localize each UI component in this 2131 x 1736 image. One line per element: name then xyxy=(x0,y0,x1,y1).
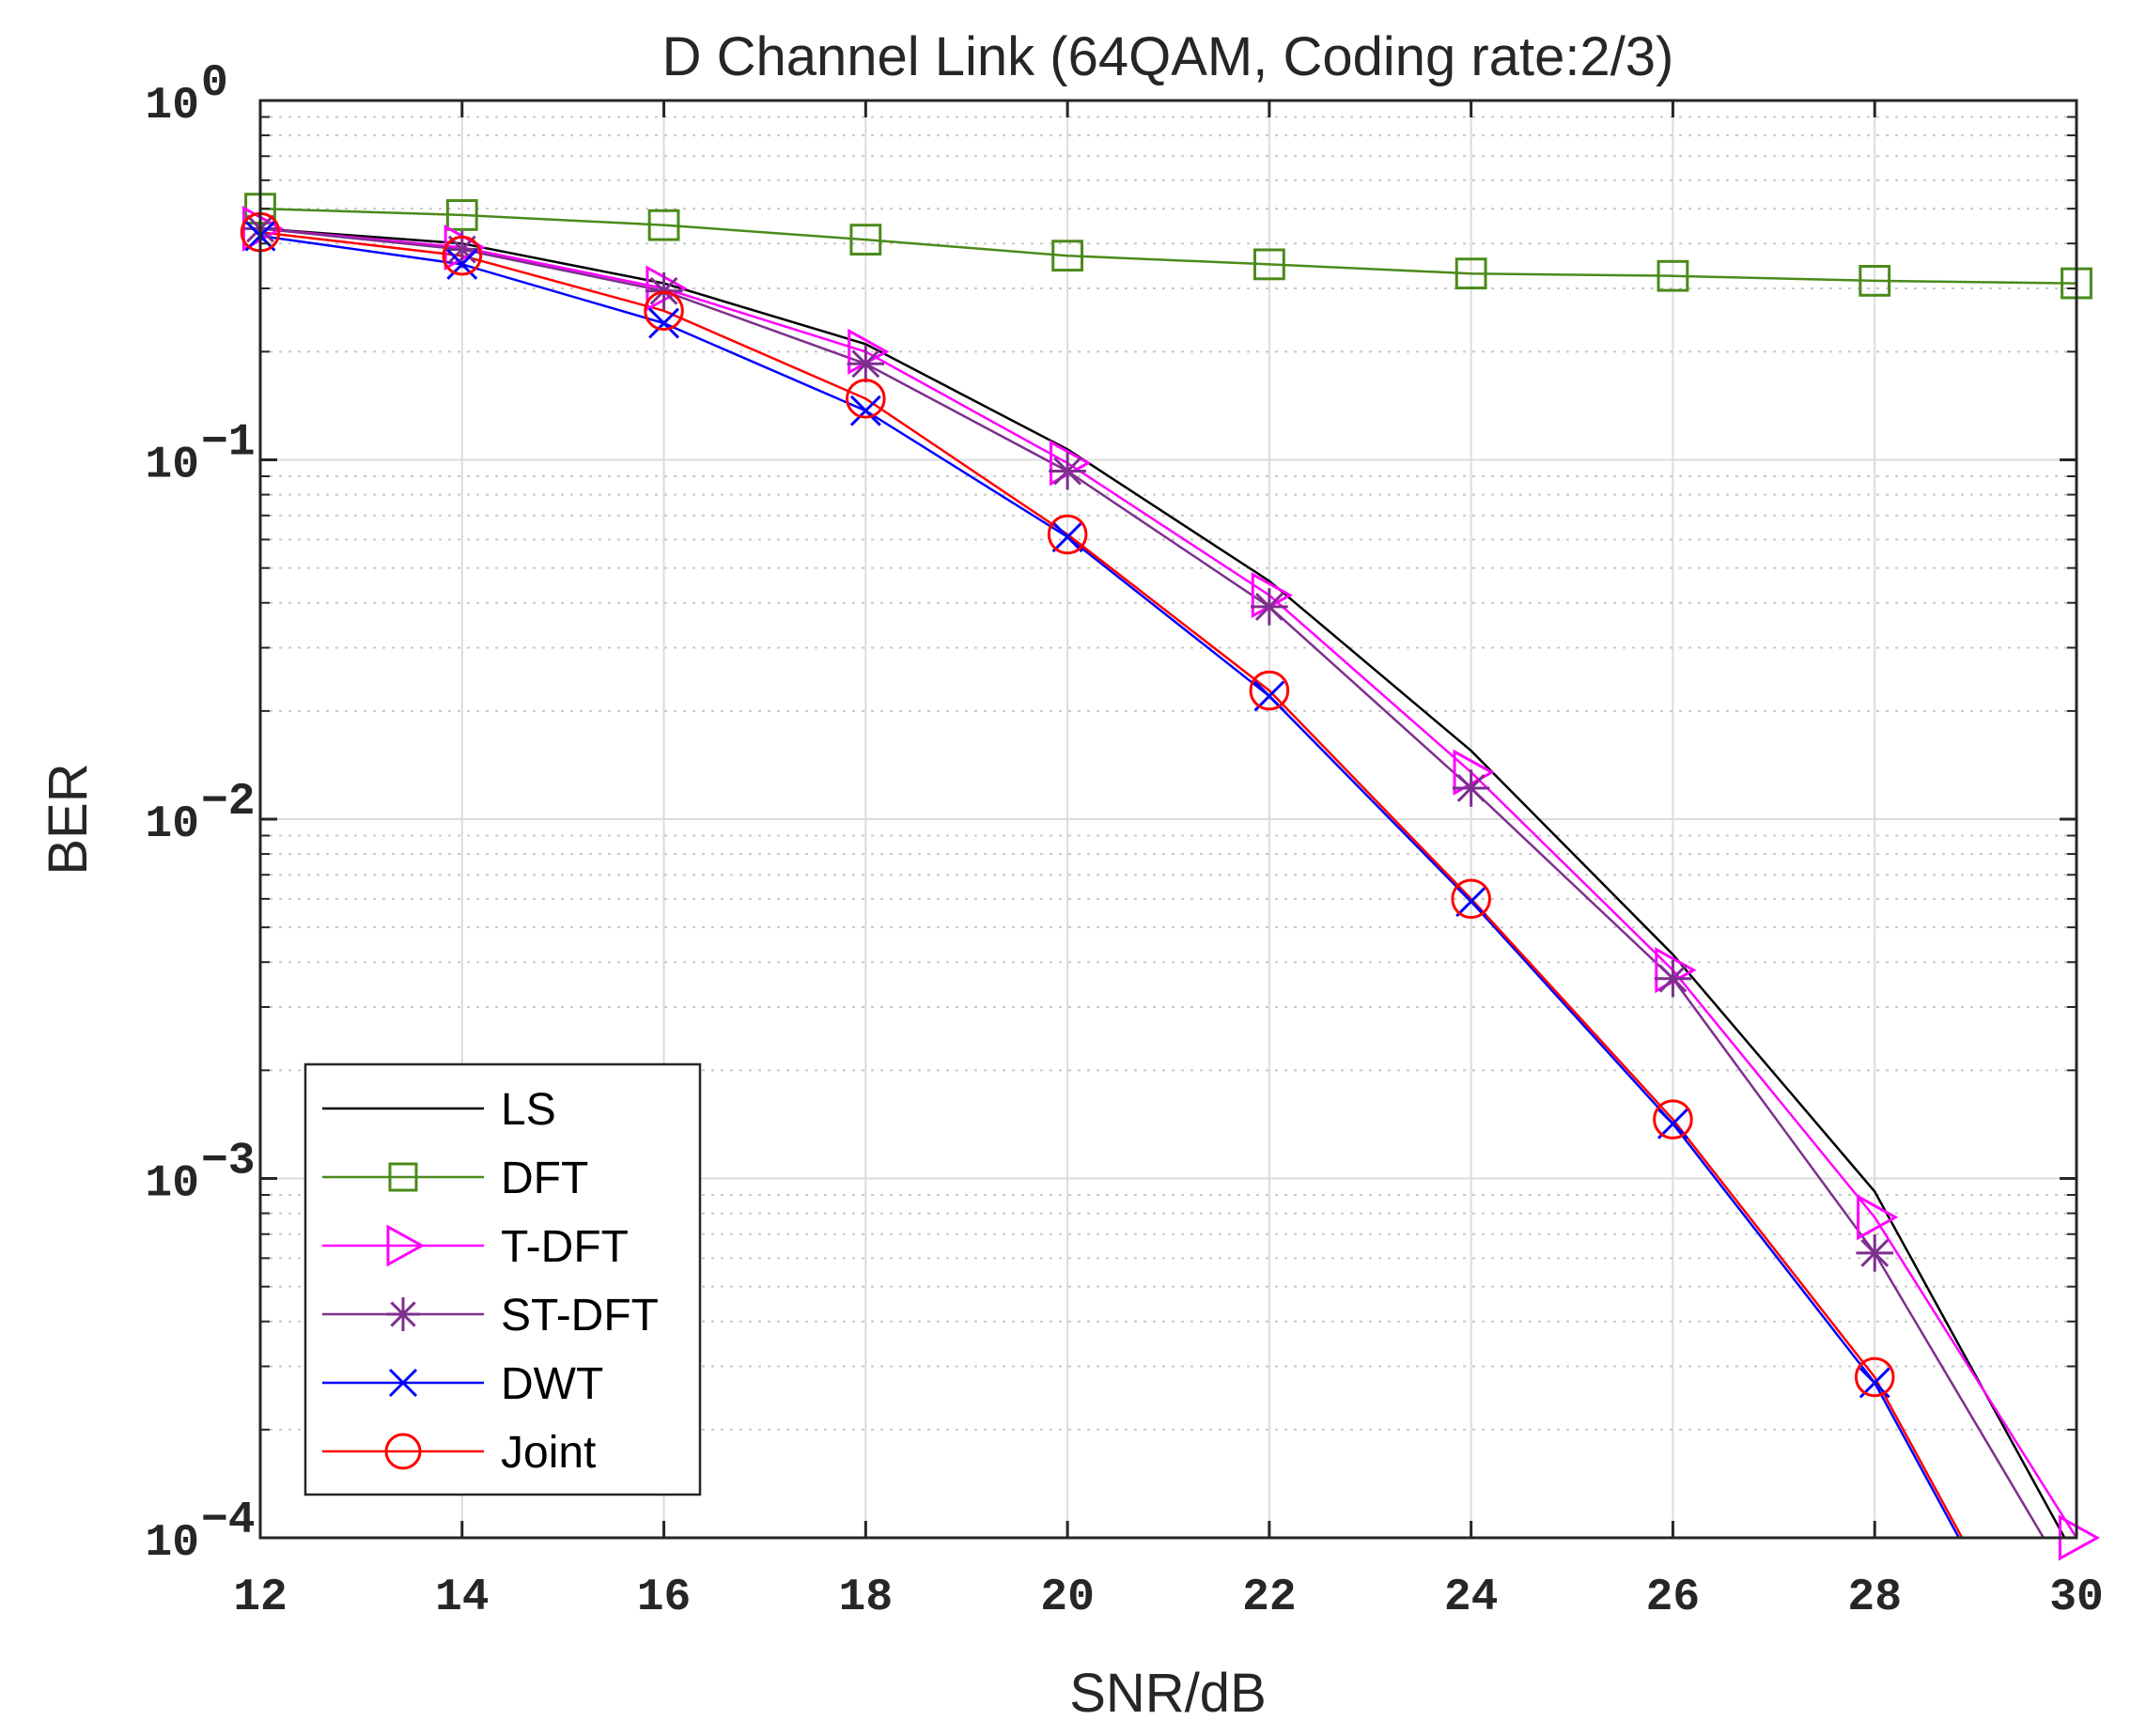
legend-entry-st-dft: ST-DFT xyxy=(322,1291,659,1341)
legend-entry-dft: DFT xyxy=(322,1154,588,1203)
data-point-marker xyxy=(644,290,684,332)
x-tick-label: 28 xyxy=(1847,1573,1902,1623)
data-point-marker xyxy=(442,235,483,276)
legend-entry-dwt: DWT xyxy=(322,1359,603,1409)
data-point-marker xyxy=(646,265,688,312)
y-axis-label: BER xyxy=(38,763,99,875)
data-point-marker xyxy=(1451,878,1491,920)
y-tick-base: 10 xyxy=(145,799,199,850)
data-point-marker xyxy=(1251,588,1288,626)
y-tick-base: 10 xyxy=(145,81,199,132)
x-tick-labels: 12 14 16 18 20 22 24 26 28 30 xyxy=(233,1573,2104,1623)
legend-label: LS xyxy=(501,1085,556,1135)
data-point-marker xyxy=(388,1162,418,1192)
y-tick-base: 10 xyxy=(145,1159,199,1210)
data-point-marker xyxy=(445,199,478,231)
data-point-marker xyxy=(1051,521,1083,553)
legend-entry-ls: LS xyxy=(322,1085,556,1135)
x-tick-label: 20 xyxy=(1040,1573,1095,1623)
data-point-marker xyxy=(1047,514,1088,555)
legend-entry-joint: Joint xyxy=(322,1428,596,1478)
legend-label: ST-DFT xyxy=(501,1291,659,1341)
data-point-marker xyxy=(647,209,680,241)
data-point-marker xyxy=(1049,452,1086,490)
x-tick-label: 14 xyxy=(435,1573,490,1623)
data-point-marker xyxy=(1249,670,1290,711)
y-tick-label: 10 0 xyxy=(145,58,227,132)
data-point-marker xyxy=(648,307,680,339)
data-point-marker xyxy=(849,224,882,256)
legend: LS DFT T-DFT ST-DFT DWT Joint xyxy=(303,1062,702,1496)
series-line-ls xyxy=(260,227,2066,1538)
data-point-marker xyxy=(1051,240,1084,272)
y-tick-label: 10 −1 xyxy=(145,418,255,491)
legend-label: DFT xyxy=(501,1154,588,1203)
y-tick-label: 10 −4 xyxy=(145,1496,255,1569)
series-layer xyxy=(260,207,2077,1538)
data-point-marker xyxy=(846,379,886,419)
y-tick-base: 10 xyxy=(145,1518,199,1569)
y-tick-exponent: 0 xyxy=(201,58,228,109)
x-axis-label: SNR/dB xyxy=(1069,1663,1267,1724)
legend-label: Joint xyxy=(501,1428,596,1478)
data-point-marker xyxy=(386,1297,420,1331)
legend-label: DWT xyxy=(501,1359,603,1409)
data-point-marker xyxy=(1452,769,1490,807)
legend-box xyxy=(303,1062,702,1496)
series-line-dwt xyxy=(260,234,1961,1538)
series-line-joint xyxy=(260,230,1964,1538)
y-tick-exponent: −3 xyxy=(201,1137,256,1187)
x-tick-label: 26 xyxy=(1646,1573,1701,1623)
data-point-marker xyxy=(847,345,885,383)
tick-marks xyxy=(258,99,2078,1540)
data-point-marker xyxy=(446,248,478,280)
data-point-marker xyxy=(1854,1356,1895,1398)
y-tick-exponent: −4 xyxy=(201,1496,256,1546)
series-line-st-dft xyxy=(260,227,2045,1538)
data-point-marker xyxy=(1453,749,1495,796)
data-point-marker xyxy=(384,1433,422,1470)
data-point-marker xyxy=(1857,1194,1899,1241)
data-point-marker xyxy=(1657,259,1689,292)
x-tick-label: 24 xyxy=(1444,1573,1499,1623)
data-point-marker xyxy=(849,395,881,426)
legend-entry-t-dft: T-DFT xyxy=(322,1222,629,1272)
y-tick-base: 10 xyxy=(145,441,199,491)
data-point-marker xyxy=(1654,959,1692,998)
x-tick-label: 16 xyxy=(637,1573,692,1623)
data-point-marker xyxy=(1856,1234,1894,1272)
series-line-t-dft xyxy=(260,227,2077,1538)
data-point-marker xyxy=(388,1368,418,1398)
chart-title: D Channel Link (64QAM, Coding rate:2/3) xyxy=(662,26,1674,87)
legend-label: T-DFT xyxy=(501,1222,629,1272)
data-point-marker xyxy=(386,1224,426,1267)
data-point-marker xyxy=(1454,257,1487,290)
x-tick-label: 22 xyxy=(1242,1573,1297,1623)
data-point-marker xyxy=(1657,1108,1688,1139)
data-point-marker xyxy=(1859,264,1891,297)
x-tick-label: 18 xyxy=(839,1573,894,1623)
y-tick-label: 10 −3 xyxy=(145,1137,255,1210)
x-tick-label: 12 xyxy=(233,1573,288,1623)
x-tick-label: 30 xyxy=(2049,1573,2104,1623)
y-tick-label: 10 −2 xyxy=(145,777,255,850)
data-point-marker xyxy=(1455,886,1487,918)
series-line-dft xyxy=(260,207,2077,285)
y-tick-exponent: −2 xyxy=(201,777,256,828)
data-point-marker xyxy=(1252,248,1285,281)
y-tick-exponent: −1 xyxy=(201,418,256,469)
data-point-marker xyxy=(1653,1099,1693,1139)
